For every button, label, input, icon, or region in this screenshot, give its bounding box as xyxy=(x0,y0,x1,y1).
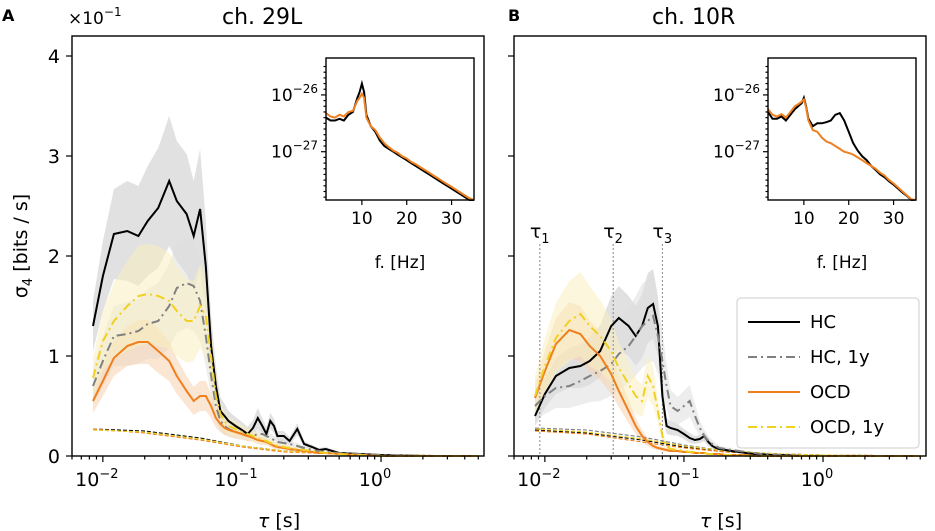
panel-a-inset-line-hc xyxy=(325,79,474,201)
panel-a-y-multiplier: ×10−1 xyxy=(68,5,122,29)
panel-b-baselines xyxy=(534,427,921,457)
panel-a-y-multiplier-exp: −1 xyxy=(104,5,122,19)
panel-b: B ch. 10R τ1 τ2 τ3 10−2 10−1 100 τ [s] HC HC,… xyxy=(508,5,927,531)
panel-a-frame xyxy=(71,35,485,457)
panel-b-inset-line-ocd xyxy=(767,97,917,201)
panel-a-inset-y-tick-label-27: 10−27 xyxy=(271,139,318,163)
panel-a-x-ticks: 10−2 10−1 100 xyxy=(71,456,479,491)
panel-a-y-tick-label-3: 3 xyxy=(48,146,60,168)
panel-b-inset-bg xyxy=(768,58,916,200)
panel-b-inset-ticks: 10 20 30 10−26 10−27 xyxy=(713,65,905,229)
panel-a-line-ocd xyxy=(92,341,479,457)
panel-b-inset-lines xyxy=(767,94,917,201)
panel-a-title: ch. 29L xyxy=(222,5,303,30)
legend-entries: HC HC, 1y OCD OCD, 1y xyxy=(748,312,884,438)
panel-b-inset-x-tick-label-30: 30 xyxy=(883,209,905,229)
panel-a-x-tick-label-1: 100 xyxy=(359,467,391,491)
panel-a-y-tick-label-4: 4 xyxy=(48,46,60,68)
panel-a-y-tick-label-1: 1 xyxy=(48,346,60,368)
legend-box xyxy=(736,297,920,449)
panel-a-inset-y-tick-label-26: 10−26 xyxy=(271,82,318,106)
panel-b-band-hc-1y xyxy=(535,271,921,456)
panel-a-inset-x-tick-label-30: 30 xyxy=(441,209,463,229)
panel-a-inset-x-label: f. [Hz] xyxy=(375,253,426,273)
panel-a-inset-lines xyxy=(325,79,475,201)
panel-a-y-label: σ4 [bits / s] xyxy=(10,194,36,298)
panel-a-x-label: τ [s] xyxy=(258,510,300,531)
panel-a-inset-line-ocd xyxy=(325,91,475,201)
panel-a-inset: 10 20 30 10−26 10−27 f. [Hz] xyxy=(271,57,475,273)
panel-a-band-hc xyxy=(93,116,479,456)
tau-marker-label-2: τ2 xyxy=(603,221,623,247)
panel-b-x-ticks: 10−2 10−1 100 xyxy=(513,456,921,491)
panel-b-inset-x-tick-label-10: 10 xyxy=(793,209,815,229)
panel-b-frame xyxy=(513,35,927,457)
panel-b-x-tick-label-1: 100 xyxy=(801,467,833,491)
panel-a-inset-ticks: 10 20 30 10−26 10−27 xyxy=(271,65,463,229)
panel-b-title: ch. 10R xyxy=(652,5,735,30)
panel-a-line-ocd-1y xyxy=(92,292,479,457)
panel-b-inset-y-tick-label-26: 10−26 xyxy=(713,82,760,106)
panel-a-y-tick-label-0: 0 xyxy=(48,446,60,468)
panel-b-line-hc-1y xyxy=(534,314,921,457)
panel-b-inset-y-tick-label-27: 10−27 xyxy=(713,139,760,163)
panel-b-x-label: τ [s] xyxy=(700,510,742,531)
panel-a-x-tick-label-0-1: 10−1 xyxy=(214,467,257,491)
panel-a-inset-x-tick-label-20: 20 xyxy=(396,209,418,229)
panel-a-letter: A xyxy=(2,6,15,25)
panel-a-x-tick-label-0-01: 10−2 xyxy=(75,467,118,491)
panel-b-tau-markers: τ1 τ2 τ3 xyxy=(530,221,672,456)
panel-b-inset: 10 20 30 10−26 10−27 f. [Hz] xyxy=(713,57,917,273)
panel-a-band-ocd-1y xyxy=(93,244,479,456)
panel-b-x-tick-label-0-01: 10−2 xyxy=(517,467,560,491)
panel-a-lines xyxy=(92,178,479,457)
panel-b-y-ticks xyxy=(508,55,514,457)
panel-a-inset-bg xyxy=(326,58,474,200)
legend: HC HC, 1y OCD OCD, 1y xyxy=(736,297,920,449)
panel-a-line-hc xyxy=(92,178,479,457)
panel-a-inset-x-tick-label-10: 10 xyxy=(351,209,373,229)
panel-b-letter: B xyxy=(508,6,520,25)
tau-marker-label-3: τ3 xyxy=(652,221,672,247)
panel-a-y-ticks: 0 1 2 3 4 xyxy=(48,46,72,468)
panel-a-y-multiplier-base: ×10 xyxy=(68,9,104,29)
panel-a-y-tick-label-2: 2 xyxy=(48,246,60,268)
legend-label-ocd-1y: OCD, 1y xyxy=(810,417,884,438)
panel-b-inset-x-tick-label-20: 20 xyxy=(838,209,860,229)
panel-b-baseline-4 xyxy=(534,428,921,457)
tau-marker-label-1: τ1 xyxy=(530,221,550,247)
legend-label-ocd: OCD xyxy=(810,382,851,403)
panel-b-x-tick-label-0-1: 10−1 xyxy=(656,467,699,491)
panel-b-line-ocd-1y xyxy=(534,312,921,457)
legend-label-hc: HC xyxy=(810,312,836,333)
panel-b-inset-x-label: f. [Hz] xyxy=(817,253,868,273)
legend-label-hc-1y: HC, 1y xyxy=(810,347,870,368)
